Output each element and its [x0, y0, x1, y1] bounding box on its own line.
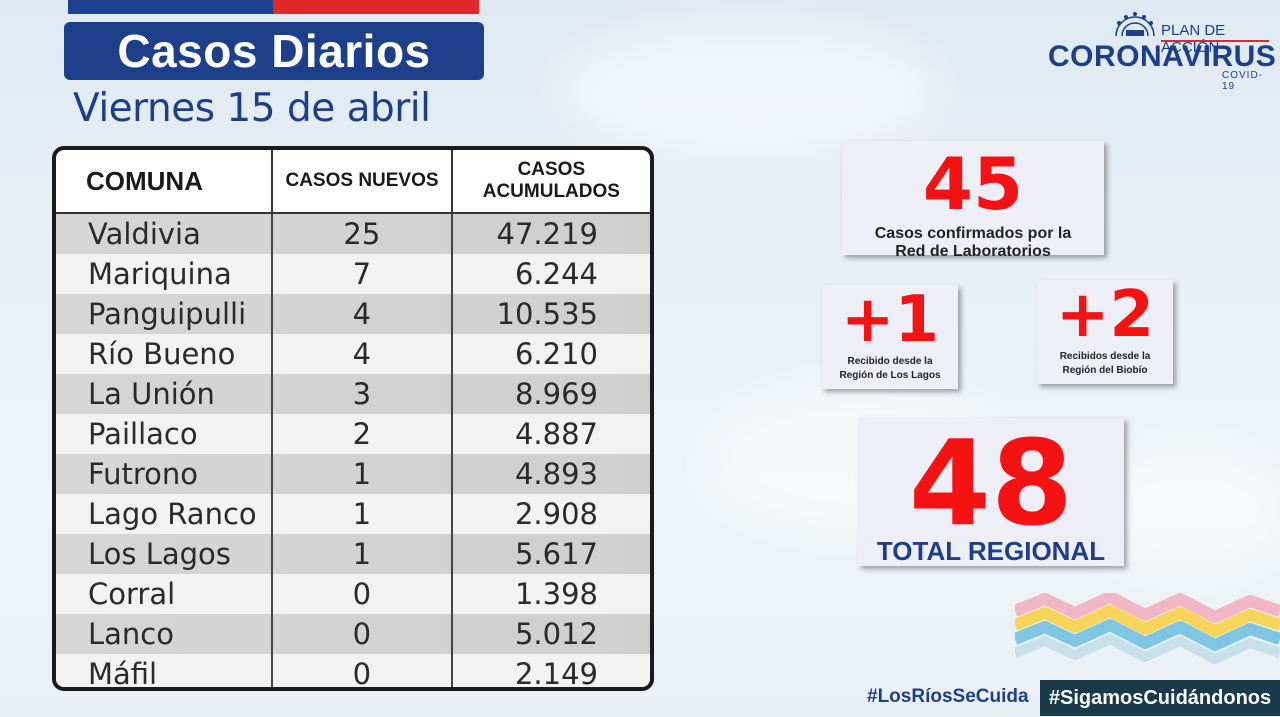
- cell-casos-acumulados: 4.887: [514, 417, 599, 451]
- logo-covid-label: COVID-19: [1222, 70, 1263, 92]
- confirmed-cases-value: 45: [922, 142, 1024, 226]
- cell-casos-acumulados: 10.535: [496, 297, 599, 331]
- table-row: La Unión 3 8.969: [56, 374, 650, 414]
- cell-casos-nuevos: 7: [273, 254, 454, 294]
- confirmed-cases-card: 45 Casos confirmados por la Red de Labor…: [842, 141, 1104, 260]
- table-row: Futrono 1 4.893: [56, 454, 650, 494]
- cell-casos-nuevos: 0: [273, 574, 454, 614]
- page-title: Casos Diarios: [64, 22, 484, 80]
- total-regional-label: TOTAL REGIONAL: [876, 536, 1106, 566]
- table-body: Valdivia 25 47.219 Mariquina 7 6.244 Panguip…: [56, 214, 650, 691]
- cell-casos-acumulados: 6.210: [514, 337, 599, 371]
- column-header-casos-acumulados: CASOS ACUMULADOS: [482, 159, 620, 202]
- cell-casos-nuevos: 1: [273, 494, 454, 534]
- coronavirus-plan-logo: PLAN DE ACCIÓN CORONAVIRUS COVID-19: [1044, 10, 1277, 92]
- table-row: Los Lagos 1 5.617: [56, 534, 650, 574]
- table-row: Lanco 0 5.012: [56, 614, 650, 654]
- table-row: Panguipulli 4 10.535: [56, 294, 650, 334]
- total-regional-card: 48 TOTAL REGIONAL: [858, 418, 1124, 566]
- cell-casos-acumulados: 47.219: [496, 217, 599, 251]
- column-header-comuna: COMUNA: [56, 150, 274, 212]
- background-cloud: [560, 20, 940, 160]
- cell-casos-nuevos: 0: [273, 614, 454, 654]
- cell-casos-nuevos: 3: [273, 374, 454, 414]
- logo-wordmark: CORONAVIRUS: [1048, 40, 1277, 73]
- cell-comuna: Lago Ranco: [56, 494, 273, 534]
- cell-comuna: Corral: [56, 574, 273, 614]
- cell-comuna: La Unión: [56, 374, 273, 414]
- los-lagos-transfer-label-line1: Recibido desde la: [847, 356, 933, 367]
- table-row: Lago Ranco 1 2.908: [56, 494, 650, 534]
- cell-comuna: Lanco: [56, 614, 273, 654]
- flag-stripe-blue: [68, 0, 273, 14]
- cell-casos-acumulados: 2.908: [514, 497, 599, 531]
- cell-comuna: Máfil: [56, 654, 273, 687]
- cases-table: COMUNA CASOS NUEVOS CASOS ACUMULADOS Val…: [52, 146, 654, 691]
- cell-casos-acumulados: 1.398: [514, 577, 599, 611]
- biobio-transfer-label-line1: Recibidos desde la: [1059, 351, 1151, 362]
- logo-tagline: PLAN DE ACCIÓN: [1161, 22, 1226, 56]
- cell-casos-acumulados: 4.893: [514, 457, 599, 491]
- table-row: Valdivia 25 47.219: [56, 214, 650, 254]
- biobio-transfer-card: +2 Recibidos desde la Región del Biobío: [1037, 280, 1173, 384]
- cell-comuna: Panguipulli: [56, 294, 273, 334]
- table-row: Corral 0 1.398: [56, 574, 650, 614]
- logo-divider: [1161, 40, 1269, 42]
- cell-casos-nuevos: 4: [273, 294, 454, 334]
- cell-casos-acumulados: 8.969: [514, 377, 599, 411]
- los-lagos-transfer-value: +1: [840, 283, 940, 357]
- cell-comuna: Futrono: [56, 454, 273, 494]
- los-lagos-transfer-label-line2: Región de Los Lagos: [839, 370, 941, 381]
- confirmed-cases-label-line2: Red de Laboratorios: [895, 243, 1051, 260]
- cell-casos-nuevos: 1: [273, 534, 454, 574]
- cell-casos-nuevos: 1: [273, 454, 454, 494]
- cell-casos-nuevos: 25: [273, 214, 454, 254]
- cell-casos-acumulados: 5.617: [514, 537, 599, 571]
- cell-casos-nuevos: 4: [273, 334, 454, 374]
- los-lagos-transfer-card: +1 Recibido desde la Región de Los Lagos: [822, 285, 958, 389]
- cell-comuna: Paillaco: [56, 414, 273, 454]
- government-seal-icon: [1115, 12, 1155, 37]
- cell-casos-acumulados: 5.012: [514, 617, 599, 651]
- table-header: COMUNA CASOS NUEVOS CASOS ACUMULADOS: [56, 150, 650, 214]
- cell-comuna: Mariquina: [56, 254, 273, 294]
- flag-stripe-red: [273, 0, 479, 14]
- confirmed-cases-label-line1: Casos confirmados por la: [874, 225, 1072, 242]
- biobio-transfer-label-line2: Región del Biobío: [1062, 365, 1148, 376]
- cell-casos-nuevos: 2: [273, 414, 454, 454]
- cell-casos-acumulados: 2.149: [514, 657, 599, 691]
- column-header-casos-nuevos: CASOS NUEVOS: [273, 150, 453, 212]
- total-regional-value: 48: [908, 414, 1074, 552]
- table-row: Mariquina 7 6.244: [56, 254, 650, 294]
- biobio-transfer-value: +2: [1055, 278, 1155, 352]
- cell-comuna: Río Bueno: [56, 334, 273, 374]
- table-row: Paillaco 2 4.887: [56, 414, 650, 454]
- decorative-waves-graphic: [1015, 593, 1280, 664]
- table-row: Río Bueno 4 6.210: [56, 334, 650, 374]
- cell-casos-nuevos: 0: [273, 654, 454, 687]
- hashtag-sigamos-cuidandonos: #SigamosCuidándonos: [1040, 680, 1280, 716]
- cell-comuna: Los Lagos: [56, 534, 273, 574]
- report-date: Viernes 15 de abril: [73, 86, 431, 131]
- hashtag-los-rios-se-cuida: #LosRíosSeCuida: [867, 686, 1029, 707]
- cell-comuna: Valdivia: [56, 214, 273, 254]
- cell-casos-acumulados: 6.244: [514, 257, 599, 291]
- table-row: Máfil 0 2.149: [56, 654, 650, 691]
